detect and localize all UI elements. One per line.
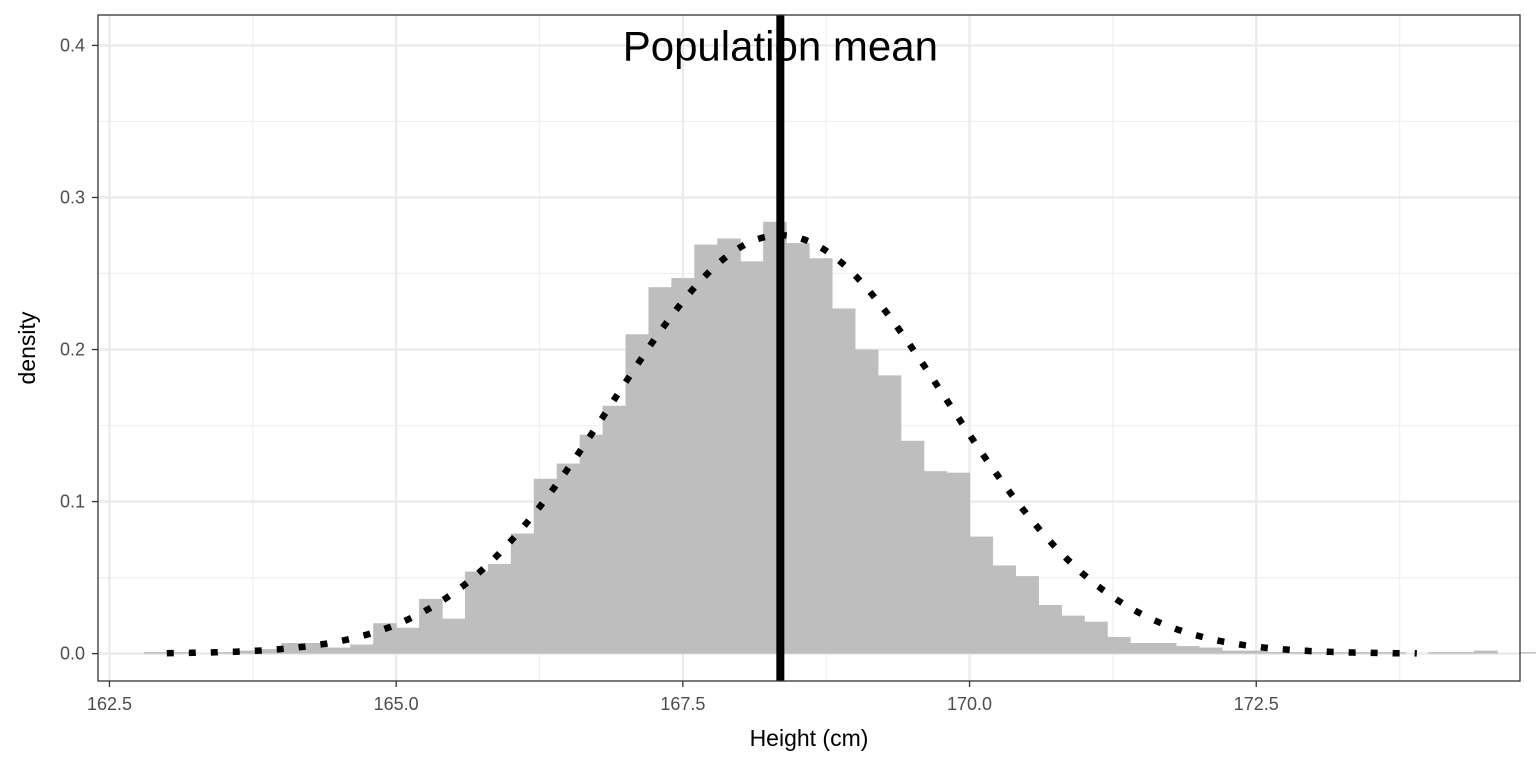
x-tick-label: 162.5 [87,694,132,714]
histogram-bar [1015,576,1039,654]
population-mean-label: Population mean [623,22,938,69]
histogram-bar [1175,646,1200,654]
histogram-bar [877,375,902,654]
histogram-bar [946,472,971,654]
histogram-bar [923,471,948,654]
histogram-bar [1038,604,1062,654]
histogram-bar [1520,652,1536,654]
histogram-bar [900,440,925,654]
histogram-bar [487,563,512,654]
histogram-bar [1153,642,1177,654]
histogram-bar [1084,621,1108,654]
histogram-bar [579,434,604,654]
histogram-bar [1198,647,1223,654]
histogram-bar [143,652,168,654]
y-axis-title: density [14,311,40,384]
y-tick-label: 0.1 [60,492,85,512]
histogram-bar [373,623,397,654]
histogram-bar [1244,650,1269,654]
histogram-bars [143,221,1536,654]
histogram-bar [304,642,328,654]
y-tick-label: 0.0 [60,644,85,664]
histogram-bar [1336,652,1361,654]
plot-panel-border [97,14,1521,682]
histogram-bar [648,287,672,654]
histogram-bar [212,652,237,654]
histogram-bar [281,642,306,654]
histogram-bar [510,533,535,654]
x-axis-ticks: 162.5 165.0 167.5 170.0 172.5 [87,681,1279,714]
histogram-bar [464,571,489,654]
histogram-bar [1428,652,1452,654]
y-tick-label: 0.4 [60,35,85,55]
histogram-bar [740,261,764,654]
x-tick-label: 172.5 [1234,694,1279,714]
histogram-bar [166,652,191,654]
histogram-bar [671,278,695,654]
x-tick-label: 165.0 [374,694,419,714]
histogram-bar [809,258,833,654]
histogram-bar [1451,652,1475,654]
histogram-bar [1221,650,1246,654]
x-tick-label: 167.5 [660,694,705,714]
histogram-bar [969,536,994,654]
histogram-bar [396,627,420,654]
histogram-bar [1107,636,1131,654]
histogram-bar [350,644,374,654]
histogram-bar [1474,650,1498,654]
histogram-bar [854,349,879,654]
histogram-bar [442,618,466,654]
histogram-bar [831,308,856,654]
histogram-bar [1267,652,1292,654]
y-tick-label: 0.3 [60,187,85,207]
histogram-bar [717,238,741,654]
histogram-bar [533,478,558,654]
histogram-bar [1313,652,1338,654]
histogram-bar [625,334,650,654]
histogram-bar [602,405,627,654]
y-axis-ticks: 0.0 0.1 0.2 0.3 0.4 [60,35,98,664]
histogram-bar [992,565,1017,654]
histogram-bar [556,463,581,654]
histogram-bar [419,598,443,654]
x-tick-label: 170.0 [947,694,992,714]
y-tick-label: 0.2 [60,340,85,360]
histogram-bar [1061,615,1085,654]
histogram-bar [694,244,718,654]
histogram-bar [235,650,260,654]
histogram-bar [327,647,351,654]
histogram-bar [786,243,810,654]
x-axis-title: Height (cm) [750,725,869,751]
histogram-bar [1130,642,1154,654]
histogram-bar [1290,652,1315,654]
histogram-bar [258,649,283,654]
